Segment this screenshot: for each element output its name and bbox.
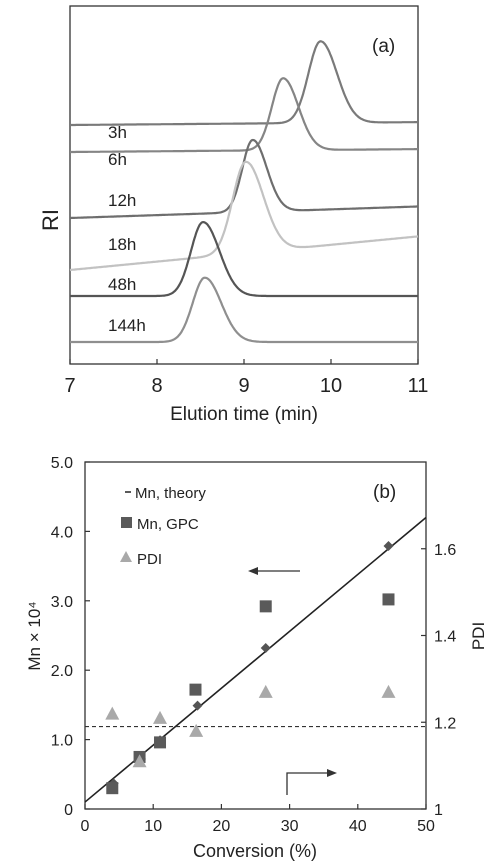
- trace-label-18h: 18h: [108, 235, 136, 254]
- panel-b-mn-vs-conversion: (b) Mn × 10⁴ PDI Conversion (%) Mn, theo…: [25, 455, 488, 861]
- b-y-tick-label: 0: [64, 802, 73, 819]
- panel-a-x-axis-label: Elution time (min): [170, 404, 318, 425]
- trace-18h: [69, 160, 419, 272]
- b-x-tick-label: 0: [81, 818, 90, 835]
- panel-a-y-axis-label: RI: [38, 209, 63, 231]
- b-x-tick-label: 50: [417, 818, 435, 835]
- panel-b-label: (b): [373, 482, 396, 503]
- legend-square-marker: [121, 517, 132, 528]
- a-x-tick-label: 10: [320, 375, 342, 397]
- pdi-point: [153, 710, 168, 724]
- pdi-point: [258, 684, 273, 698]
- b-y2-tick-label: 1.4: [434, 629, 456, 646]
- gpc-point: [106, 782, 119, 795]
- b-x-tick-label: 40: [349, 818, 367, 835]
- trace-label-12h: 12h: [108, 191, 136, 210]
- trace-label-3h: 3h: [108, 123, 127, 142]
- pdi-point: [189, 723, 204, 737]
- trace-label-6h: 6h: [108, 150, 127, 169]
- trace-3h: [70, 40, 418, 127]
- b-y2-tick-label: 1: [434, 802, 443, 819]
- trace-label-144h: 144h: [108, 316, 146, 335]
- legend-triangle-marker: [120, 551, 132, 562]
- legend-label-theory: Mn, theory: [135, 485, 206, 502]
- gpc-point: [189, 683, 202, 696]
- a-x-tick-label: 11: [408, 375, 429, 397]
- panel-a-gpc-traces: (a) RI Elution time (min) 3h 6h 12h 18h 48h 1…: [38, 5, 429, 425]
- trace-48h: [70, 220, 418, 298]
- trace-144h: [70, 276, 418, 344]
- b-y-tick-label: 4.0: [51, 524, 73, 541]
- b-y2-tick-label: 1.2: [434, 715, 456, 732]
- b-y-tick-label: 3.0: [51, 594, 73, 611]
- trace-6h: [70, 77, 418, 154]
- panel-b-y-axis-label: Mn × 10⁴: [25, 601, 44, 670]
- gpc-point: [382, 593, 395, 606]
- theory-point: [192, 700, 203, 711]
- legend-label-gpc: Mn, GPC: [137, 516, 199, 533]
- b-y-tick-label: 5.0: [51, 455, 73, 472]
- b-y2-tick-label: 1.6: [434, 542, 456, 559]
- a-x-tick-label: 9: [238, 375, 249, 397]
- trace-label-48h: 48h: [108, 275, 136, 294]
- theory-point: [383, 540, 394, 551]
- panel-b-x-axis-label: Conversion (%): [193, 841, 317, 861]
- theory-point: [260, 642, 271, 653]
- panel-a-label: (a): [372, 36, 395, 57]
- panel-a-frame: [69, 5, 419, 365]
- panel-b-y2-axis-label: PDI: [469, 622, 488, 650]
- b-x-tick-label: 30: [281, 818, 299, 835]
- gpc-point: [154, 736, 167, 749]
- b-x-tick-label: 10: [144, 818, 162, 835]
- b-y-tick-label: 2.0: [51, 663, 73, 680]
- a-x-tick-label: 7: [64, 375, 75, 397]
- left-arrow-icon: [248, 567, 300, 575]
- pdi-point: [381, 684, 396, 698]
- b-x-tick-label: 20: [213, 818, 231, 835]
- gpc-point: [259, 600, 272, 613]
- trace-12h: [70, 138, 418, 220]
- b-y-tick-label: 1.0: [51, 733, 73, 750]
- a-x-tick-label: 8: [151, 375, 162, 397]
- legend-label-pdi: PDI: [137, 551, 162, 568]
- pdi-point: [105, 706, 120, 720]
- panel-b-legend: Mn, theory Mn, GPC PDI: [120, 485, 206, 568]
- right-arrow-icon: [286, 769, 337, 795]
- pdi-point: [132, 754, 147, 768]
